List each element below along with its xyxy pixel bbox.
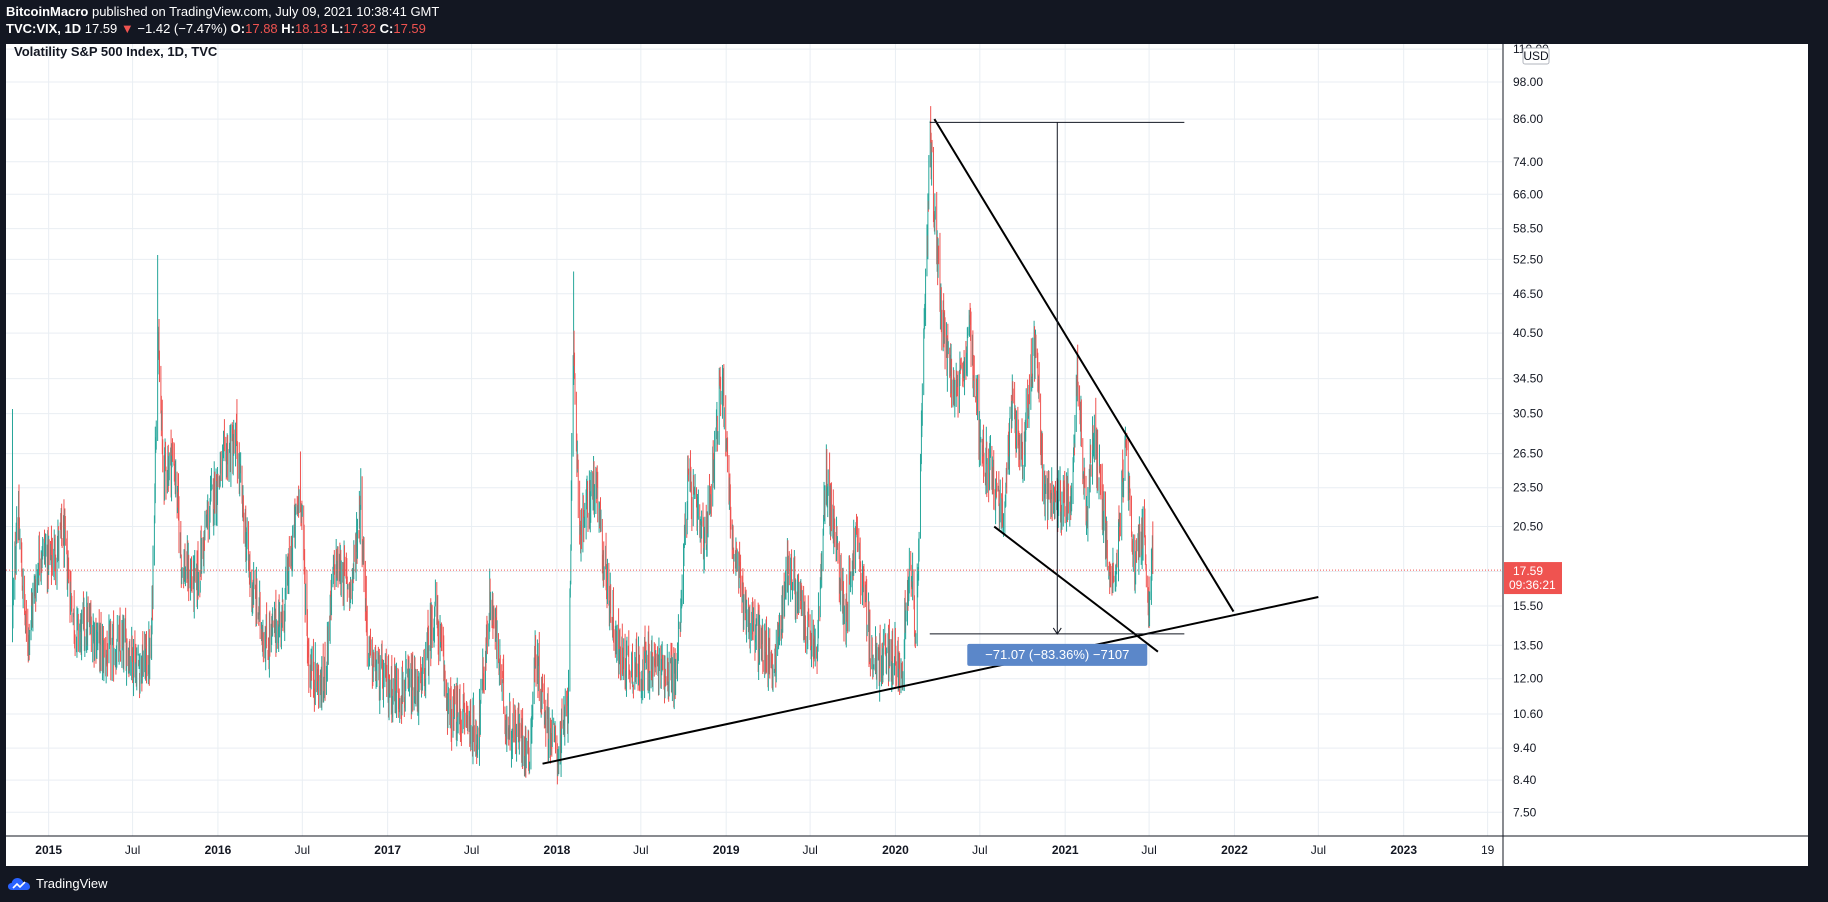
x-tick-label: Jul [633, 843, 648, 857]
publish-info: BitcoinMacro published on TradingView.co… [6, 4, 439, 19]
currency-label: USD [1523, 49, 1549, 63]
y-tick-label: 30.50 [1513, 407, 1543, 421]
low-label: L: [331, 21, 344, 36]
x-tick-label: 2021 [1052, 843, 1079, 857]
cloud-icon [8, 877, 30, 890]
y-tick-label: 13.50 [1513, 638, 1543, 652]
x-tick-label: Jul [1311, 843, 1326, 857]
tradingview-logo[interactable]: TradingView [8, 876, 108, 891]
last-price-label: 17.59 [1513, 564, 1543, 578]
currency-badge[interactable] [1522, 47, 1550, 65]
countdown-label: 09:36:21 [1509, 578, 1556, 592]
drawings[interactable]: −71.07 (−83.36%) −7107 [6, 118, 1502, 765]
trendline[interactable] [933, 118, 1235, 613]
x-tick-label: 2018 [544, 843, 571, 857]
x-tick-label: Jul [295, 843, 310, 857]
trendline[interactable] [542, 596, 1319, 765]
y-tick-label: 86.00 [1513, 112, 1543, 126]
x-tick-label: Jul [802, 843, 817, 857]
y-tick-label: 52.50 [1513, 252, 1543, 266]
x-tick-label: 19 [1481, 843, 1495, 857]
last-price-badge [1504, 562, 1562, 595]
axes: 7.508.409.4010.6012.0013.5015.5017.5020.… [6, 44, 1808, 866]
chart-title: Volatility S&P 500 Index, 1D, TVC [14, 44, 218, 59]
low-value: 17.32 [343, 21, 377, 36]
footer: TradingView [0, 866, 1828, 902]
published-text: published on TradingView.com, July 09, 2… [91, 4, 440, 19]
close-value: 17.59 [393, 21, 426, 36]
y-tick-label: 46.50 [1513, 287, 1543, 301]
open-label: O: [230, 21, 246, 36]
y-tick-label: 74.00 [1513, 155, 1543, 169]
y-tick-label: 98.00 [1513, 75, 1543, 89]
chart-svg[interactable]: −71.07 (−83.36%) −7107 7.50 8.40 9.40 10.60… [6, 44, 1808, 866]
down-arrow-icon: ▼ [120, 21, 134, 36]
last-price: 17.59 [84, 21, 118, 36]
x-tick-label: 2019 [713, 843, 740, 857]
measure-label-box[interactable] [967, 643, 1148, 666]
brand-name: TradingView [36, 876, 108, 891]
y-tick-label: 12.00 [1513, 672, 1543, 686]
candles [11, 106, 1154, 785]
high-value: 18.13 [295, 21, 328, 36]
y-tick-label: 10.60 [1513, 707, 1543, 721]
x-tick-label: 2023 [1390, 843, 1417, 857]
y-tick-label: 20.50 [1513, 520, 1543, 534]
x-tick-label: Jul [972, 843, 987, 857]
symbol-label: TVC:VIX, 1D [6, 21, 82, 36]
x-tick-label: Jul [125, 843, 140, 857]
y-tick-label: 7.50 [1513, 805, 1537, 819]
y-tick-label: 66.00 [1513, 187, 1543, 201]
x-tick-label: 2015 [35, 843, 62, 857]
grid-lines [6, 44, 1502, 836]
trendline[interactable] [993, 525, 1159, 653]
publisher-name[interactable]: BitcoinMacro [6, 4, 89, 19]
y-tick-label: 58.50 [1513, 222, 1543, 236]
measure-label: −71.07 (−83.36%) −7107 [985, 647, 1129, 662]
x-tick-label: 2016 [205, 843, 232, 857]
y-tick-label: 15.50 [1513, 599, 1543, 613]
x-tick-label: 2017 [374, 843, 401, 857]
x-tick-label: Jul [464, 843, 479, 857]
x-tick-label: 2020 [882, 843, 909, 857]
y-tick-label: 9.40 [1513, 741, 1537, 755]
open-value: 17.88 [245, 21, 278, 36]
y-tick-label: 8.40 [1513, 773, 1537, 787]
y-tick-label: 26.50 [1513, 447, 1543, 461]
measure-arrow-icon [1052, 627, 1062, 635]
x-tick-label: Jul [1141, 843, 1156, 857]
price-change: −1.42 (−7.47%) [137, 21, 228, 36]
chart-area[interactable]: −71.07 (−83.36%) −7107 7.50 8.40 9.40 10.60… [6, 44, 1808, 866]
publish-header: BitcoinMacro published on TradingView.co… [0, 0, 1828, 44]
y-tick-label: 34.50 [1513, 372, 1543, 386]
y-tick-label: 40.50 [1513, 326, 1543, 340]
high-label: H: [281, 21, 296, 36]
symbol-info: TVC:VIX, 1D 17.59 ▼ −1.42 (−7.47%) O:17.… [6, 21, 426, 36]
x-tick-label: 2022 [1221, 843, 1248, 857]
y-tick-label: 23.50 [1513, 481, 1543, 495]
close-label: C: [379, 21, 394, 36]
